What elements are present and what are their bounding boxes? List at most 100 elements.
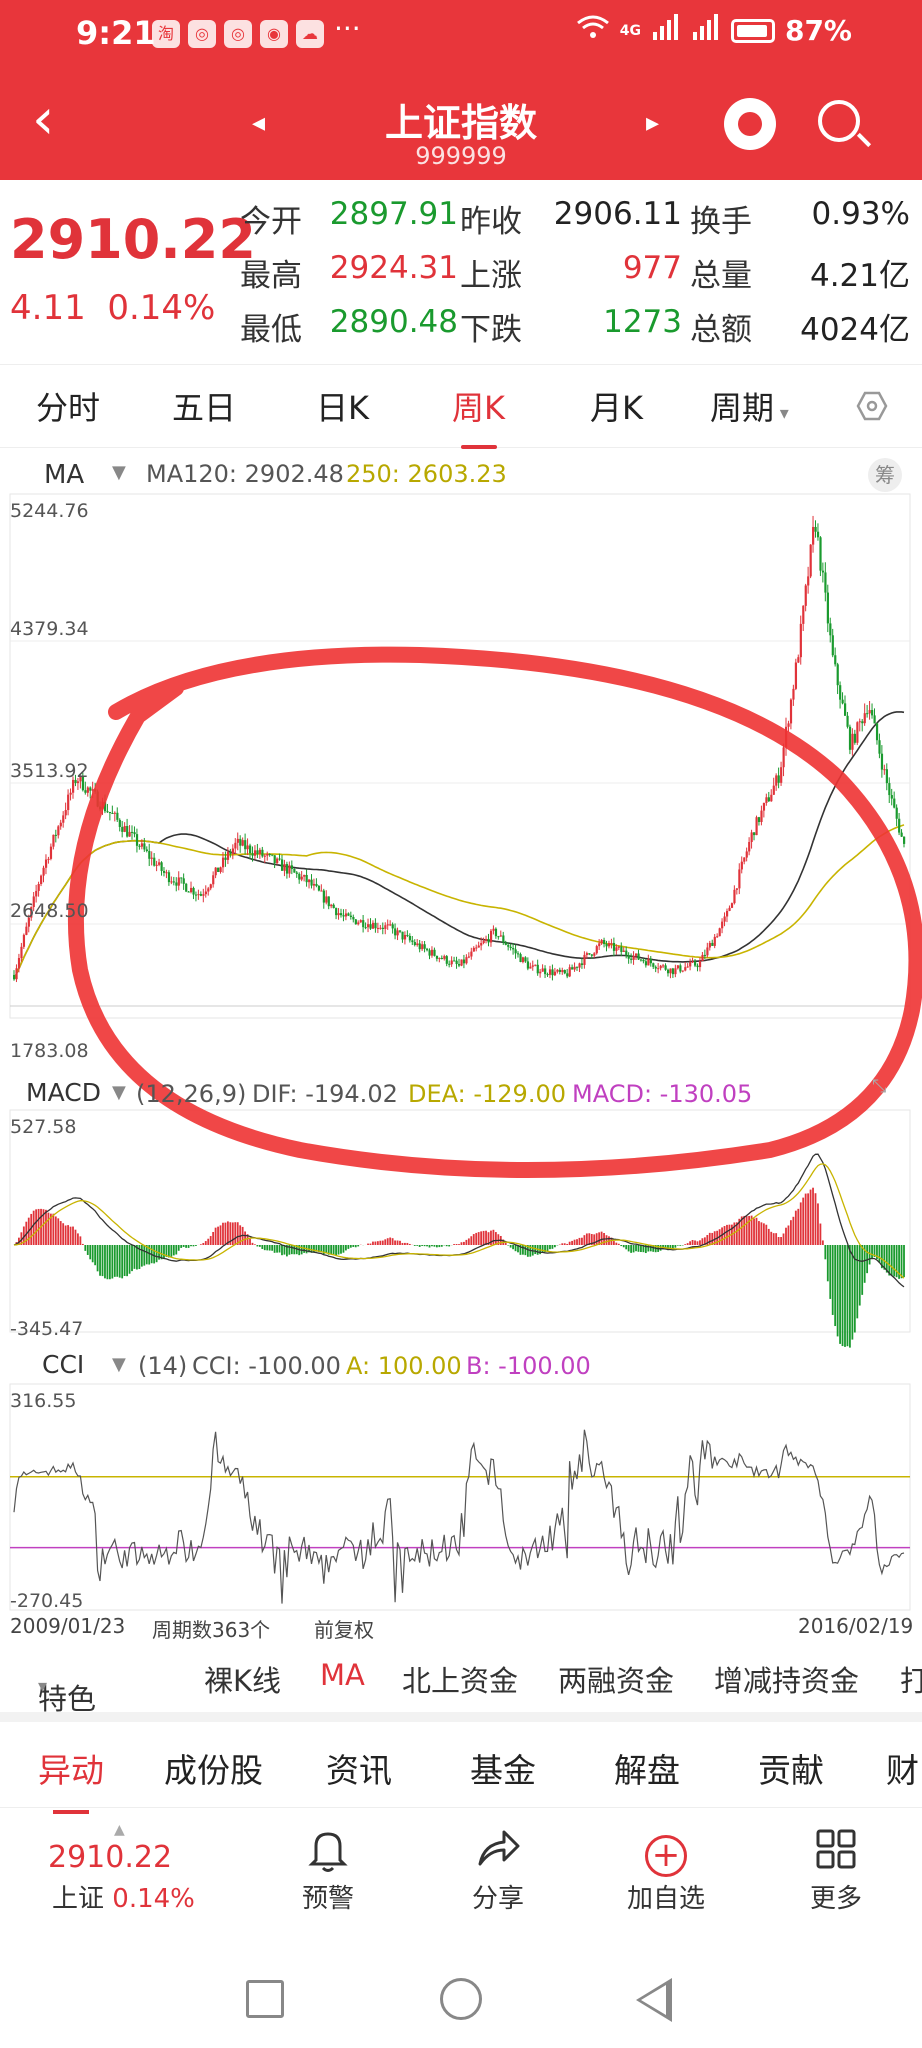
- indicator-naked-k[interactable]: 裸K线: [204, 1664, 282, 1698]
- recent-apps-button[interactable]: [246, 1980, 284, 2018]
- adjust-mode[interactable]: 前复权: [314, 1618, 374, 1642]
- tab-minute[interactable]: 分时: [36, 389, 101, 427]
- tab-daily-k[interactable]: 日K: [316, 389, 369, 427]
- candle-body: [462, 959, 466, 964]
- next-stock-button[interactable]: ▸: [646, 108, 660, 138]
- app-icon: ◎: [188, 20, 216, 48]
- price-tick: 1783.08: [10, 1040, 89, 1062]
- candle-body: [834, 655, 837, 665]
- macd-bar: [851, 1245, 854, 1340]
- indicator-northbound[interactable]: 北上资金: [402, 1664, 519, 1698]
- signal-icon: [651, 14, 681, 47]
- candle-body: [303, 874, 306, 877]
- tab-five-day[interactable]: 五日: [172, 389, 237, 427]
- macd-bar: [421, 1245, 424, 1246]
- macd-bar: [866, 1245, 869, 1274]
- collapse-arrow-icon[interactable]: ▲: [114, 1822, 125, 1838]
- system-back-button[interactable]: [636, 1978, 672, 2022]
- kline-chart[interactable]: MA ▼ MA120: 2902.48 250: 2603.23 筹 5244.…: [0, 450, 922, 1642]
- cci-label[interactable]: CCI: [42, 1350, 85, 1379]
- tab-movement[interactable]: 异动: [38, 1744, 104, 1814]
- assistant-icon[interactable]: [724, 98, 776, 150]
- candle-body: [539, 971, 542, 974]
- macd-bar: [487, 1232, 490, 1245]
- macd-bar: [167, 1245, 170, 1258]
- macd-bar: [369, 1243, 372, 1245]
- macd-bar: [320, 1245, 323, 1252]
- candle-body: [610, 942, 613, 944]
- candle-body: [79, 776, 82, 782]
- candle-body: [735, 888, 739, 890]
- candle-body: [308, 879, 311, 883]
- macd-bar: [140, 1245, 143, 1267]
- macd-bar: [256, 1245, 259, 1247]
- candle-body: [150, 857, 153, 859]
- settings-hex-icon[interactable]: [856, 390, 888, 422]
- macd-bar: [435, 1245, 438, 1248]
- tab-constituents[interactable]: 成份股: [164, 1751, 263, 1790]
- indicator-holdings[interactable]: 增减持资金: [714, 1664, 860, 1698]
- tab-period[interactable]: 周期 ▾: [710, 383, 789, 429]
- tab-weekly-k[interactable]: 周K: [452, 383, 505, 449]
- back-button[interactable]: ‹: [32, 87, 55, 152]
- candle-body: [780, 767, 783, 783]
- macd-bar: [258, 1245, 261, 1247]
- tab-contribution[interactable]: 贡献: [758, 1751, 824, 1790]
- tab-monthly-k[interactable]: 月K: [590, 389, 643, 427]
- search-icon[interactable]: [818, 100, 860, 142]
- quote-value: 2890.48: [329, 304, 458, 340]
- tab-funds[interactable]: 基金: [470, 1751, 536, 1790]
- top-bar: 9:21 淘 ◎ ◎ ◉ ☁ ··· 4G 87% ‹ ◂ 上证指数 9: [0, 0, 922, 180]
- chart-canvas[interactable]: [0, 450, 922, 1640]
- macd-bar: [863, 1245, 866, 1283]
- quote-label: 下跌: [460, 312, 522, 348]
- macd-bar: [846, 1245, 849, 1347]
- cci-dropdown-icon[interactable]: ▼: [112, 1354, 126, 1375]
- candle-body: [885, 769, 888, 784]
- macd-value: MACD: -130.05: [572, 1080, 753, 1108]
- candle-body: [561, 970, 564, 973]
- add-watchlist-button[interactable]: + 加自选: [596, 1810, 736, 1915]
- candle-body: [868, 710, 871, 714]
- candle-body: [398, 930, 402, 932]
- quote-label: 最高: [240, 258, 302, 294]
- indicator-margin[interactable]: 两融资金: [558, 1664, 675, 1698]
- more-notifications-icon: ···: [334, 12, 361, 45]
- macd-bar: [386, 1238, 389, 1245]
- chip-distribution-button[interactable]: 筹: [868, 458, 902, 492]
- share-button[interactable]: 分享: [428, 1810, 568, 1915]
- indicator-more[interactable]: 打: [900, 1664, 922, 1698]
- macd-label[interactable]: MACD: [26, 1078, 101, 1107]
- candle-body: [578, 963, 581, 968]
- candle-body: [214, 867, 217, 876]
- expand-icon[interactable]: ⤡: [872, 1076, 887, 1097]
- candle-body: [158, 862, 161, 865]
- alert-button[interactable]: 预警: [258, 1810, 398, 1915]
- more-button[interactable]: 更多: [766, 1810, 906, 1915]
- candle-body: [851, 733, 854, 750]
- candle-body: [883, 769, 886, 771]
- ma-dropdown-icon[interactable]: ▼: [112, 462, 126, 483]
- macd-bar: [136, 1245, 138, 1270]
- candle-body: [728, 907, 731, 911]
- macd-bar: [519, 1245, 522, 1255]
- candle-body: [113, 812, 117, 814]
- tab-analysis[interactable]: 解盘: [614, 1751, 680, 1790]
- macd-bar: [671, 1245, 674, 1250]
- macd-dropdown-icon[interactable]: ▼: [112, 1082, 126, 1103]
- ma-label[interactable]: MA: [44, 460, 85, 490]
- macd-bar: [251, 1242, 254, 1245]
- candle-body: [450, 960, 453, 965]
- indicator-ma[interactable]: MA: [320, 1658, 365, 1692]
- candle-body: [443, 956, 446, 959]
- previous-stock-button[interactable]: ◂: [252, 108, 266, 138]
- home-button[interactable]: [440, 1978, 482, 2020]
- tab-finance[interactable]: 财: [886, 1751, 919, 1790]
- cci-a-value: A: 100.00: [346, 1352, 462, 1380]
- candle-body: [551, 969, 554, 976]
- candle-body: [59, 822, 62, 827]
- tab-news[interactable]: 资讯: [326, 1751, 392, 1790]
- candle-body: [632, 955, 635, 960]
- candle-body: [347, 913, 350, 916]
- candle-body: [485, 938, 488, 941]
